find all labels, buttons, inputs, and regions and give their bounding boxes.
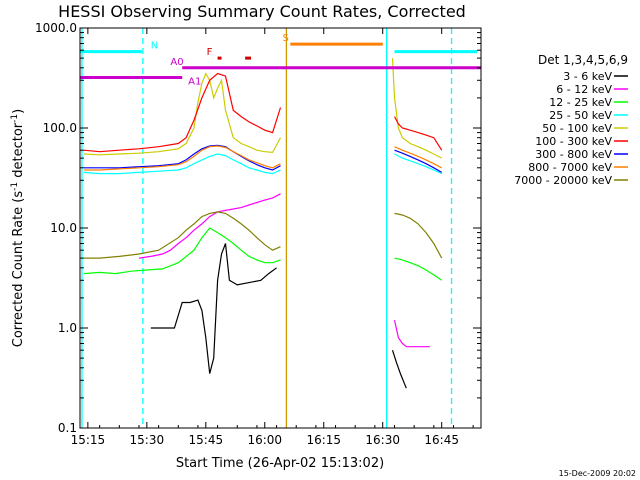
legend-label: 7000 - 20000 keV <box>514 174 612 187</box>
annotation-label: N <box>151 41 158 52</box>
legend-label: 3 - 6 keV <box>563 70 612 83</box>
legend-label: 25 - 50 keV <box>549 109 612 122</box>
series-100-300-kev-line-after-gap <box>393 116 443 151</box>
y-axis-label-sup1: -1 <box>10 182 20 191</box>
axis-group: 15:15 15:30 15:45 16:00 16:15 16:30 16:45 0.1 1.… <box>35 21 481 447</box>
series-25-50-kev-line-after-gap <box>394 153 442 175</box>
series-7000-20000-kev-line <box>83 211 281 259</box>
y-axis-label-main: Corrected Count Rate (s <box>11 191 26 348</box>
series-6-12-kev-line-after-gap <box>393 319 430 348</box>
y-tick-label: 10.0 <box>50 221 77 235</box>
series-12-25-kev-line <box>83 227 281 275</box>
legend-label: 50 - 100 keV <box>542 122 612 135</box>
series-100-300-kev-line <box>83 72 282 153</box>
y-tick-label: 1000.0 <box>35 21 77 35</box>
series-25-50-kev-line <box>83 153 281 175</box>
annotation-label: F <box>207 47 213 58</box>
x-tick-label: 16:15 <box>306 433 341 447</box>
series-group <box>83 58 443 389</box>
legend-label: 800 - 7000 keV <box>528 161 612 174</box>
series-300-800-kev-line-after-gap <box>394 149 443 173</box>
y-axis-label: Corrected Count Rate (s-1 detector-1) <box>10 109 26 347</box>
x-tick-label: 15:30 <box>130 433 165 447</box>
annotation-label: A0 <box>170 57 183 68</box>
timestamp-label: 15-Dec-2009 20:02 <box>559 469 636 478</box>
series-800-7000-kev-line-after-gap <box>394 146 442 169</box>
x-tick-label: 16:30 <box>365 433 400 447</box>
chart-title: HESSI Observing Summary Count Rates, Cor… <box>58 2 466 21</box>
annotation-label: A1 <box>188 76 201 87</box>
x-axis-label: Start Time (26-Apr-02 15:13:02) <box>176 456 384 471</box>
y-axis-label-sup2: -1 <box>10 114 20 123</box>
series-800-7000-kev-line <box>83 145 281 171</box>
series-7000-20000-kev-line-after-gap <box>394 212 443 259</box>
annotation-label: S <box>282 33 288 44</box>
series-300-800-kev-line <box>83 144 281 171</box>
series-3-6-kev-line <box>150 243 277 374</box>
x-tick-label: 15:15 <box>71 433 106 447</box>
y-axis-label-mid: detector <box>11 122 26 182</box>
x-tick-label: 15:45 <box>189 433 224 447</box>
y-tick-label: 0.1 <box>58 421 77 435</box>
series-50-100-kev-line-after-gap <box>391 58 442 159</box>
legend-title: Det 1,3,4,5,6,9 <box>538 53 628 67</box>
y-tick-label: 100.0 <box>43 121 77 135</box>
legend-label: 6 - 12 keV <box>556 83 612 96</box>
legend-label: 100 - 300 keV <box>535 135 612 148</box>
series-6-12-kev-line <box>138 193 281 259</box>
legend-label: 300 - 800 keV <box>535 148 612 161</box>
x-tick-label: 16:45 <box>424 433 459 447</box>
annotation-group: N A0 A1 F S <box>80 33 481 87</box>
series-12-25-kev-line-after-gap <box>394 257 443 281</box>
x-tick-label: 16:00 <box>247 433 282 447</box>
y-axis-label-end: ) <box>11 109 26 114</box>
series-3-6-kev-line-after-gap <box>391 350 407 389</box>
legend-label: 12 - 25 keV <box>549 96 612 109</box>
y-tick-label: 1.0 <box>58 321 77 335</box>
